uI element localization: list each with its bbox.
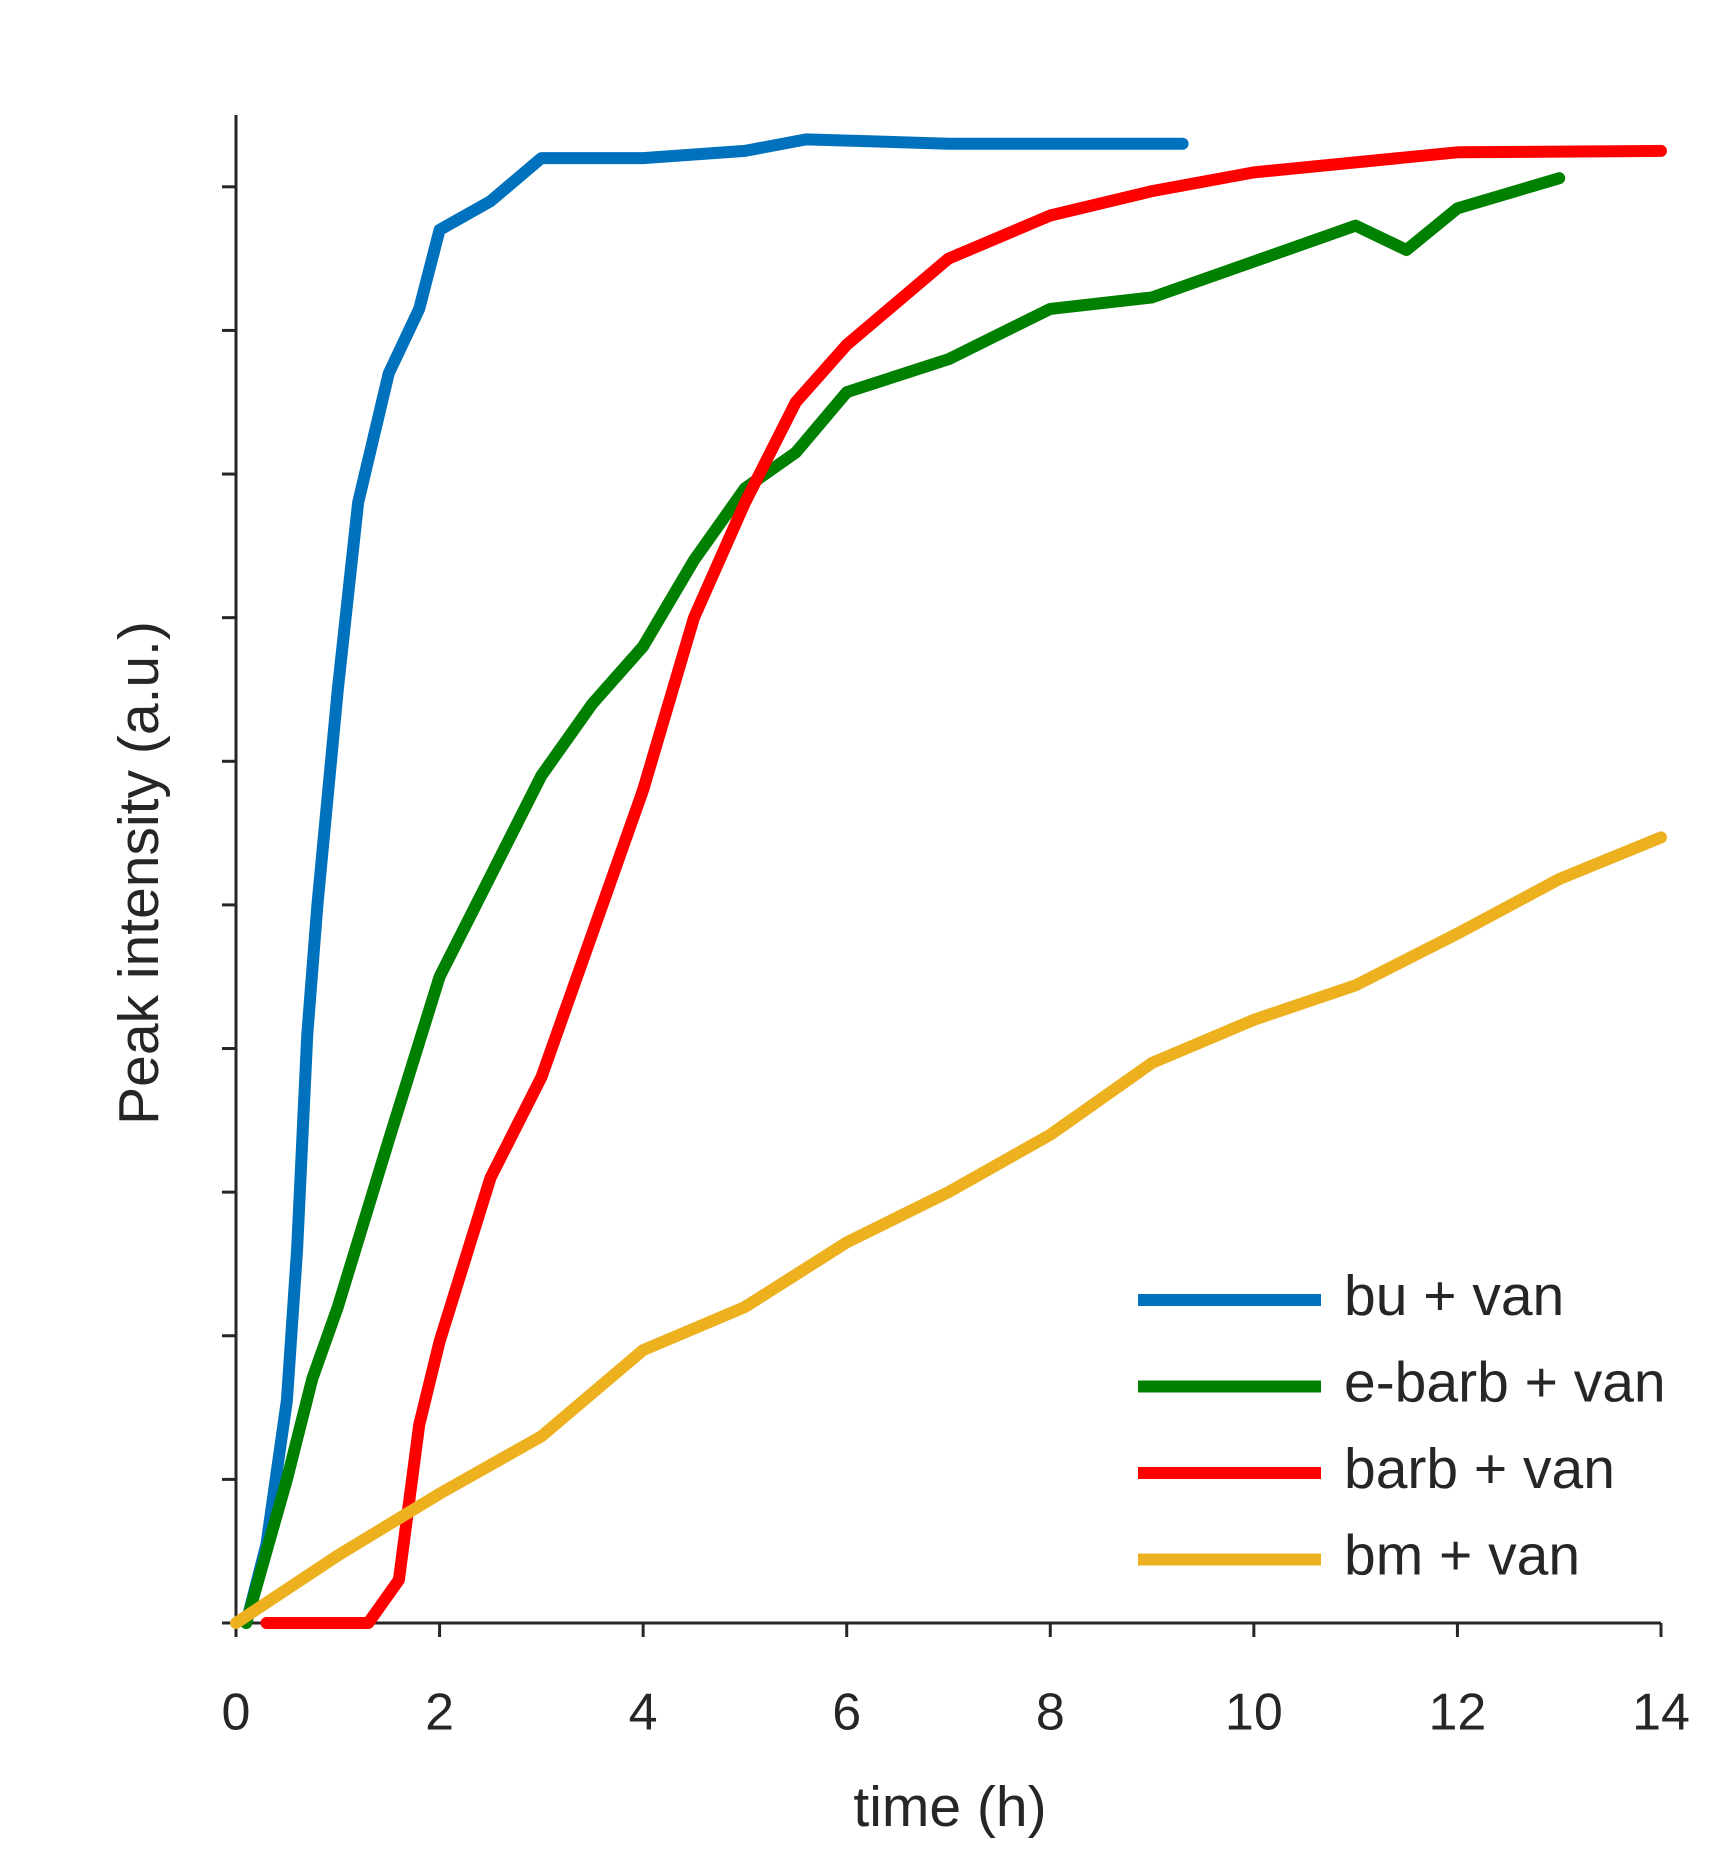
series-line xyxy=(230,831,1667,1629)
legend-label: bm + van xyxy=(1344,1524,1580,1588)
legend-label: bu + van xyxy=(1344,1264,1564,1328)
x-tick-label: 8 xyxy=(1036,1684,1065,1742)
series-line xyxy=(260,144,1667,1629)
x-tick-label: 14 xyxy=(1632,1684,1690,1742)
x-tick-label: 12 xyxy=(1429,1684,1487,1742)
x-tick-label: 6 xyxy=(832,1684,861,1742)
x-tick-label: 10 xyxy=(1225,1684,1283,1742)
series-line xyxy=(240,133,1189,1629)
y-axis-label: Peak intensity (a.u.) xyxy=(107,621,171,1125)
x-tick-label: 4 xyxy=(629,1684,658,1742)
legend-label: barb + van xyxy=(1344,1437,1615,1501)
x-axis-label: time (h) xyxy=(853,1775,1046,1839)
x-tick-label: 2 xyxy=(425,1684,454,1742)
x-tick-label: 0 xyxy=(222,1684,251,1742)
series-line xyxy=(240,172,1566,1629)
legend-label: e-barb + van xyxy=(1344,1351,1666,1415)
